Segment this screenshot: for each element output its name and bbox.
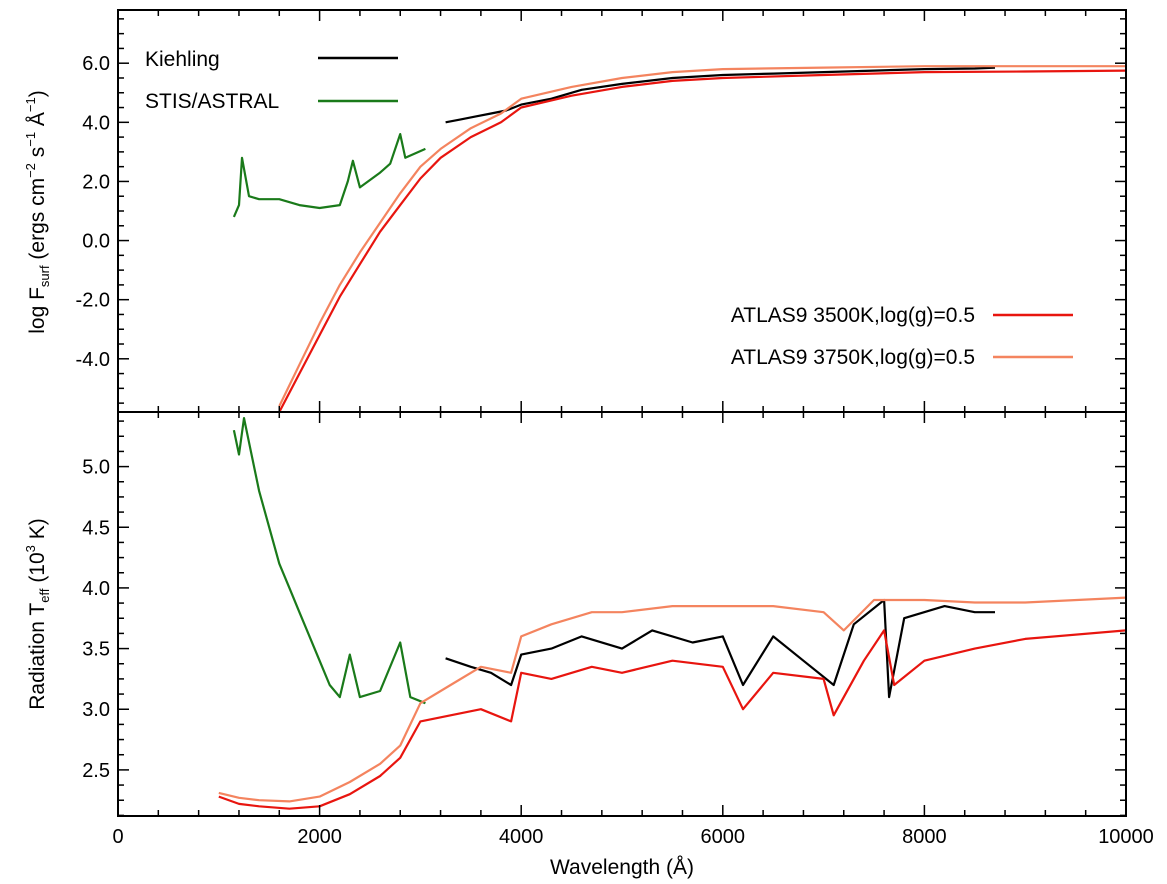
- y-tick-label: 4.0: [82, 112, 110, 134]
- bottom-y-axis-title-units: (10: [26, 552, 49, 588]
- y-tick-label: 2.5: [82, 760, 110, 782]
- plot-series-layer: [218, 65, 1126, 810]
- tick-marks: [117, 10, 1127, 817]
- top-y-axis-title-close: ): [26, 90, 49, 97]
- y-tick-label: -2.0: [76, 290, 110, 312]
- top-y-axis-title-exp3: −1: [23, 97, 38, 112]
- top-y-axis-title-base: log F: [26, 287, 49, 334]
- series-line-kiehling-panel-1: [445, 598, 995, 699]
- y-tick-label: 6.0: [82, 53, 110, 75]
- y-tick-label: 3.5: [82, 639, 110, 661]
- top-y-axis-title: log Fsurf (ergs cm−2 s−1 Å−1): [23, 90, 52, 334]
- y-tick-label: 4.0: [82, 578, 110, 600]
- top-y-axis-title-subscript: surf: [37, 265, 52, 287]
- legend-top-left: Kiehling STIS/ASTRAL: [145, 48, 398, 113]
- bottom-y-axis-title-subscript: eff: [37, 588, 52, 603]
- legend-label-atlas-3500: ATLAS9 3500K,log(g)=0.5: [731, 304, 975, 327]
- panel-1-series-group: [218, 417, 1126, 810]
- x-tick-label: 10000: [1098, 826, 1154, 848]
- bottom-y-axis-title: Radiation Teff (103 K): [23, 518, 52, 710]
- tick-labels: -4.0 -2.0 0.0 2.0 4.0 6.0 2.5 3.0 3.5 4.0 4.5 5.0 0 2…: [76, 53, 1154, 848]
- series-line-atlas9-3500k-log-g-0-5-panel-1: [218, 629, 1126, 810]
- series-line-atlas9-3500k-log-g-0-5-panel-0: [278, 69, 1126, 412]
- bottom-y-axis-title-base: Radiation T: [26, 603, 49, 710]
- y-tick-label: 3.0: [82, 699, 110, 721]
- series-line-atlas9-3750k-log-g-0-5-panel-1: [218, 596, 1126, 803]
- legend-label-stis: STIS/ASTRAL: [145, 90, 279, 113]
- y-tick-label: 4.5: [82, 517, 110, 539]
- x-tick-label: 2000: [297, 826, 342, 848]
- top-y-axis-title-exp2: −1: [23, 132, 38, 147]
- x-tick-label: 8000: [902, 826, 947, 848]
- legend-bottom-right: ATLAS9 3500K,log(g)=0.5 ATLAS9 3750K,log…: [731, 304, 1073, 369]
- top-y-axis-title-units: (ergs cm: [26, 178, 49, 266]
- top-y-axis-title-units3: Å: [26, 112, 49, 132]
- series-line-atlas9-3750k-log-g-0-5-panel-0: [278, 65, 1126, 407]
- series-line-kiehling-panel-0: [445, 66, 996, 124]
- x-axis-title: Wavelength (Å): [550, 856, 694, 879]
- bottom-panel-frame: [117, 411, 1127, 817]
- bottom-y-axis-title-exp: 3: [23, 545, 38, 552]
- bottom-y-axis-title-close: K): [26, 518, 49, 545]
- y-tick-label: 5.0: [82, 457, 110, 479]
- y-tick-label: 0.0: [82, 231, 110, 253]
- x-tick-label: 0: [112, 826, 123, 848]
- x-tick-label: 6000: [701, 826, 746, 848]
- panel-0-series-group: [232, 65, 1126, 412]
- legend-label-atlas-3750: ATLAS9 3750K,log(g)=0.5: [731, 346, 975, 369]
- series-line-stis-astral-panel-0: [232, 133, 426, 218]
- series-line-stis-astral-panel-1: [232, 417, 426, 705]
- legend-label-kiehling: Kiehling: [145, 48, 220, 71]
- x-tick-label: 4000: [499, 826, 544, 848]
- top-y-axis-title-units2: s: [26, 147, 49, 163]
- y-tick-label: 2.0: [82, 171, 110, 193]
- top-y-axis-title-exp1: −2: [23, 163, 38, 178]
- y-tick-label: -4.0: [76, 349, 110, 371]
